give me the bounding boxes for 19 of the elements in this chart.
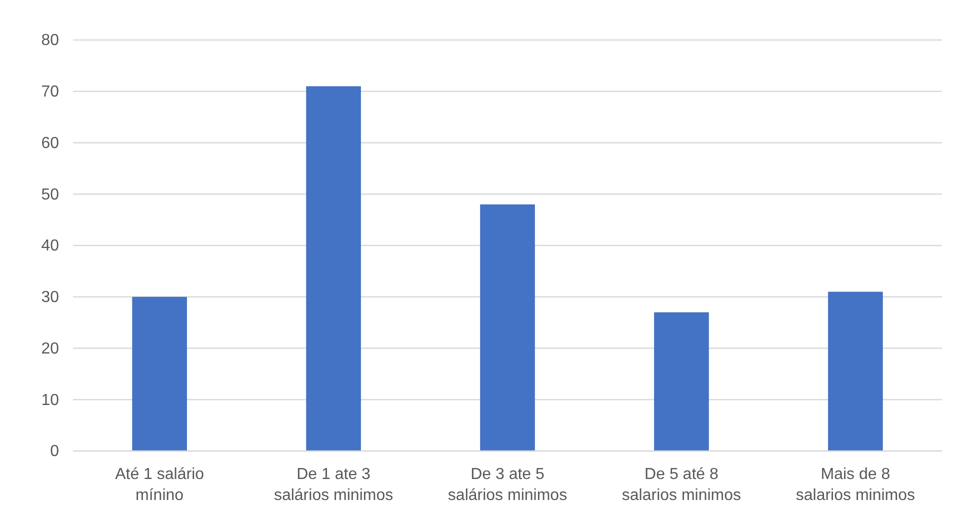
bar (828, 292, 883, 451)
x-tick-label: Até 1 salário mínino (115, 466, 204, 504)
x-tick-label: De 5 até 8 salarios minimos (622, 466, 742, 504)
x-tick-label: Mais de 8 salarios minimos (796, 466, 916, 504)
bar (306, 86, 361, 451)
x-tick-label: De 3 ate 5 salários minimos (448, 466, 568, 504)
y-tick-label: 60 (41, 134, 60, 152)
bar (654, 312, 709, 451)
x-tick-label: De 1 ate 3 salários minimos (274, 466, 394, 504)
y-tick-label: 30 (41, 288, 60, 306)
y-tick-label: 10 (41, 392, 60, 409)
bar (480, 204, 535, 451)
y-tick-label: 0 (50, 443, 60, 460)
y-tick-label: 40 (41, 238, 60, 255)
y-tick-label: 70 (41, 83, 60, 100)
y-tick-label: 50 (41, 186, 60, 204)
y-tick-label: 80 (41, 32, 60, 50)
y-tick-label: 20 (41, 340, 60, 358)
bar (132, 296, 187, 451)
